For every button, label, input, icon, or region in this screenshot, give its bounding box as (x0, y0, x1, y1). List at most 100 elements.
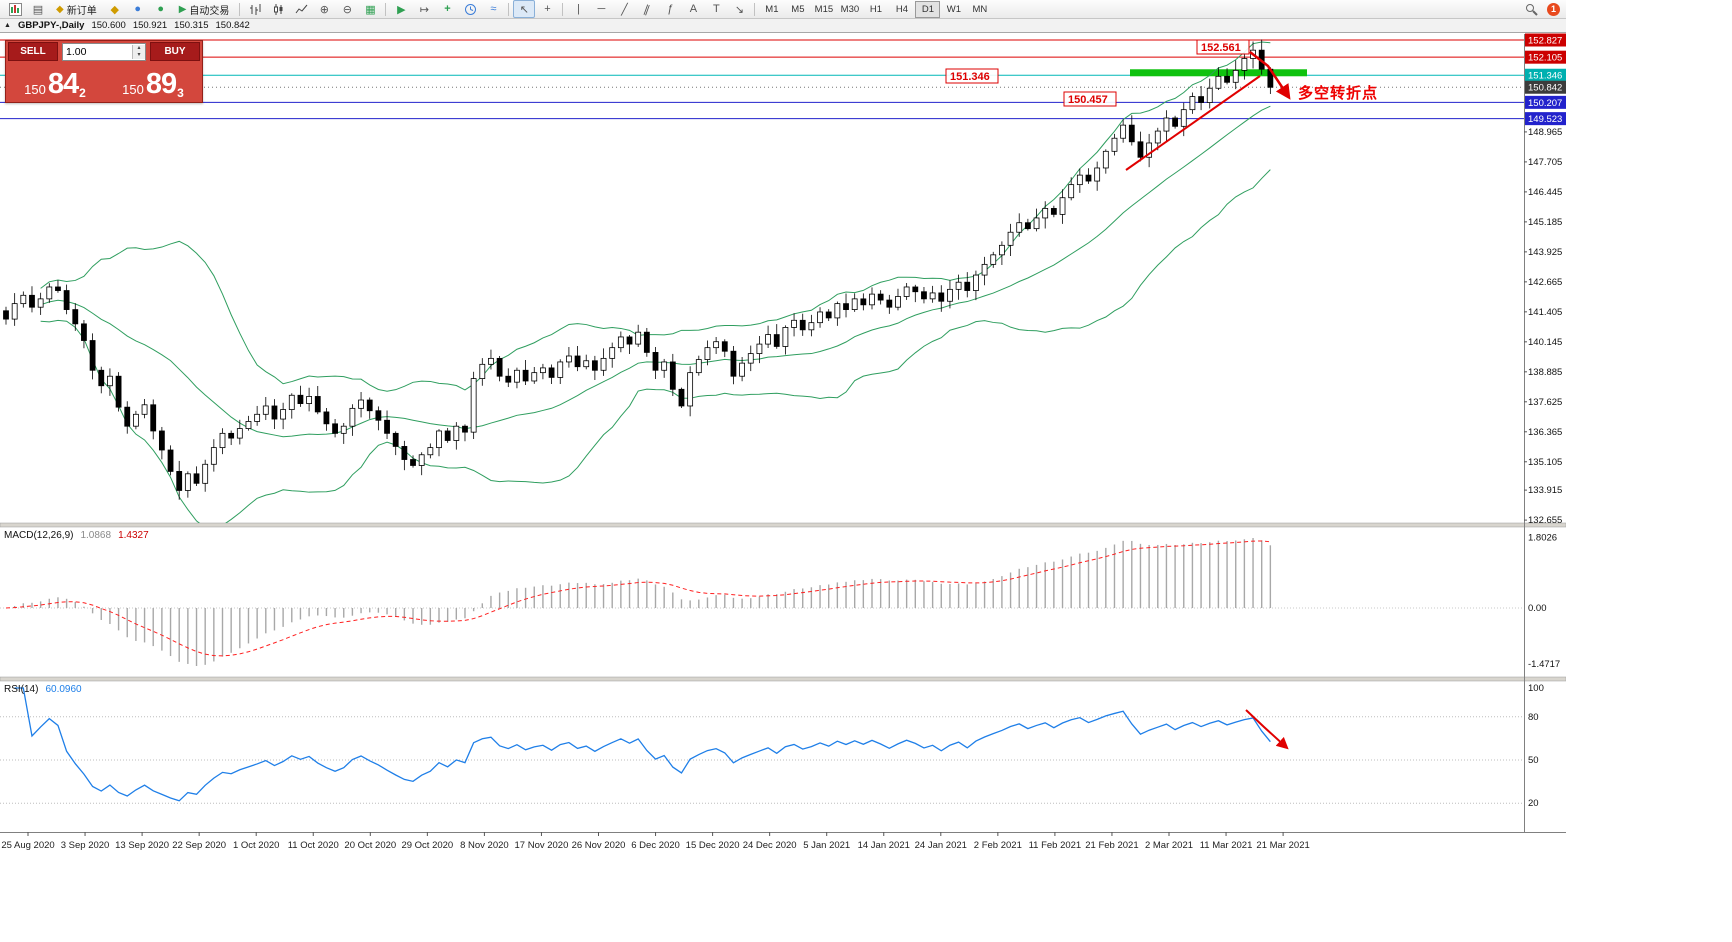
candle-body (591, 360, 598, 371)
timeframe-button-w1[interactable]: W1 (946, 3, 962, 15)
cursor-icon[interactable]: ↖ (513, 0, 536, 18)
one-click-trading-panel: SELL ▴ ▾ BUY 150 84 2 150 89 3 (5, 40, 203, 103)
volume-input[interactable] (63, 45, 132, 58)
price-axis-label: 133.915 (1528, 485, 1562, 496)
horizontal-line-icon[interactable]: ─ (597, 3, 606, 15)
bar-chart-icon[interactable] (244, 0, 266, 18)
templates-icon[interactable]: ≈ (490, 3, 497, 15)
rsi-arrow[interactable] (1245, 709, 1289, 750)
sell-price[interactable]: 150 84 2 (6, 62, 104, 102)
candle-body (1189, 96, 1196, 111)
price-axis-label: 136.365 (1528, 427, 1562, 438)
timeframe-button-m30[interactable]: M30 (840, 3, 860, 15)
pane-divider[interactable] (0, 676, 1566, 682)
candle-body (765, 334, 771, 345)
candle-body (1085, 174, 1092, 182)
new-order-button[interactable]: ◆ 新订单 (50, 0, 103, 18)
price-tag: 150.842 (1525, 80, 1566, 94)
timeframe-button-m1[interactable]: M1 (765, 3, 779, 15)
candle-body (89, 340, 96, 371)
candle-body (271, 405, 278, 420)
upper-band (40, 41, 1271, 392)
crosshair-icon[interactable]: + (544, 3, 551, 15)
price-axis-label: 135.105 (1528, 457, 1562, 468)
candle-body (548, 367, 555, 378)
timeframe-button-m5[interactable]: M5 (791, 3, 805, 15)
tile-grid-icon[interactable]: ▦ (365, 3, 376, 16)
price-flag[interactable]: 150.457 (1063, 91, 1117, 107)
candle-body (713, 341, 720, 349)
time-axis: 25 Aug 2020 3 Sep 2020 13 Sep 2020 22 Sep 2… (1, 832, 1310, 851)
time-axis-label: 15 Dec 2020 (686, 840, 740, 851)
periods-clock-icon[interactable] (459, 0, 481, 18)
zoom-out-icon[interactable]: ⊖ (342, 3, 353, 16)
search-icon[interactable] (1520, 0, 1542, 18)
candle-body (349, 407, 356, 427)
new-chart-icon[interactable] (4, 0, 26, 18)
volume-up-button[interactable]: ▴ (133, 44, 145, 52)
candle-body (557, 361, 564, 378)
autotrading-label: 自动交易 (189, 5, 230, 17)
price-axis-label: 148.965 (1528, 127, 1562, 138)
chart-profiles-icon[interactable]: ▤ (32, 3, 44, 16)
reversal-arrow[interactable] (1249, 51, 1291, 100)
pane-divider[interactable] (0, 522, 1566, 528)
price-flag-box (945, 68, 999, 84)
candle-body (825, 311, 832, 319)
timeframe-button-mn[interactable]: MN (972, 3, 988, 15)
candle-body (280, 409, 287, 420)
blue-coin-icon[interactable]: ● (134, 3, 142, 15)
text-icon[interactable]: A (689, 3, 698, 15)
toolbar-separator (562, 2, 564, 16)
green-coin-icon[interactable]: ● (157, 3, 165, 15)
timeframe-button-d1[interactable]: D1 (915, 0, 941, 18)
notification-badge[interactable]: 1 (1547, 2, 1560, 16)
candlestick-chart-icon[interactable] (267, 0, 289, 18)
price-axis: 148.965 147.705 146.445 145.185 143.925 142.6… (1524, 33, 1566, 526)
zoom-in-icon[interactable]: ⊕ (319, 3, 330, 16)
volume-down-button[interactable]: ▾ (133, 51, 145, 59)
price-tag: 152.827 (1525, 33, 1566, 47)
arrows-icon[interactable]: ↘ (734, 3, 745, 16)
auto-scroll-icon[interactable]: ▶ (397, 3, 406, 16)
text-label-icon[interactable]: T (713, 3, 720, 15)
candle-body (635, 331, 642, 345)
ohlc-close: 150.842 (215, 20, 250, 31)
sell-button[interactable]: SELL (8, 42, 58, 61)
volume-field: ▴ ▾ (62, 42, 146, 61)
indicators-plus-icon[interactable]: + (444, 3, 451, 15)
timeframe-button-h4[interactable]: H4 (895, 3, 908, 15)
yellow-diamond-icon[interactable]: ◆ (110, 3, 119, 16)
vertical-line-icon[interactable]: | (576, 3, 580, 15)
fibonacci-icon[interactable]: ƒ (667, 3, 674, 15)
trend-line[interactable] (1125, 75, 1261, 171)
line-chart-icon[interactable] (290, 0, 312, 18)
price-tag-box (1525, 68, 1566, 82)
chart-icon: ▲ (4, 22, 11, 29)
buy-price[interactable]: 150 89 3 (104, 62, 202, 102)
chart-canvas[interactable]: 152.561 151.346 150.457 多空转折点 148.965 147.705… (0, 0, 1566, 856)
chart-shift-icon[interactable]: ↦ (419, 3, 430, 16)
ohlc-low: 150.315 (174, 20, 209, 31)
play-icon: ▶ (178, 3, 187, 15)
macd-pane: 1.8026 0.00 -1.4717 (0, 533, 1560, 670)
candle-body (384, 419, 390, 434)
bollinger-bands (40, 41, 1271, 523)
candle-body (1111, 137, 1118, 152)
candle-body (1172, 117, 1178, 127)
candle-body (219, 432, 226, 449)
candle-body (436, 430, 442, 449)
timeframe-button-m15[interactable]: M15 (814, 3, 834, 15)
timeframe-button-h1[interactable]: H1 (869, 3, 882, 15)
price-tag: 152.105 (1525, 50, 1566, 64)
candle-body (167, 449, 174, 472)
price-tag-box (1525, 112, 1566, 126)
autotrading-button[interactable]: ▶ 自动交易 (173, 0, 236, 18)
price-flag[interactable]: 151.346 (945, 68, 999, 84)
candles (3, 39, 1274, 500)
buy-button[interactable]: BUY (150, 42, 200, 61)
trendline-icon[interactable]: ╱ (621, 3, 628, 16)
price-flag[interactable]: 152.561 (1196, 39, 1250, 55)
candle-body (29, 294, 35, 308)
time-axis-label: 2 Feb 2021 (974, 840, 1022, 851)
